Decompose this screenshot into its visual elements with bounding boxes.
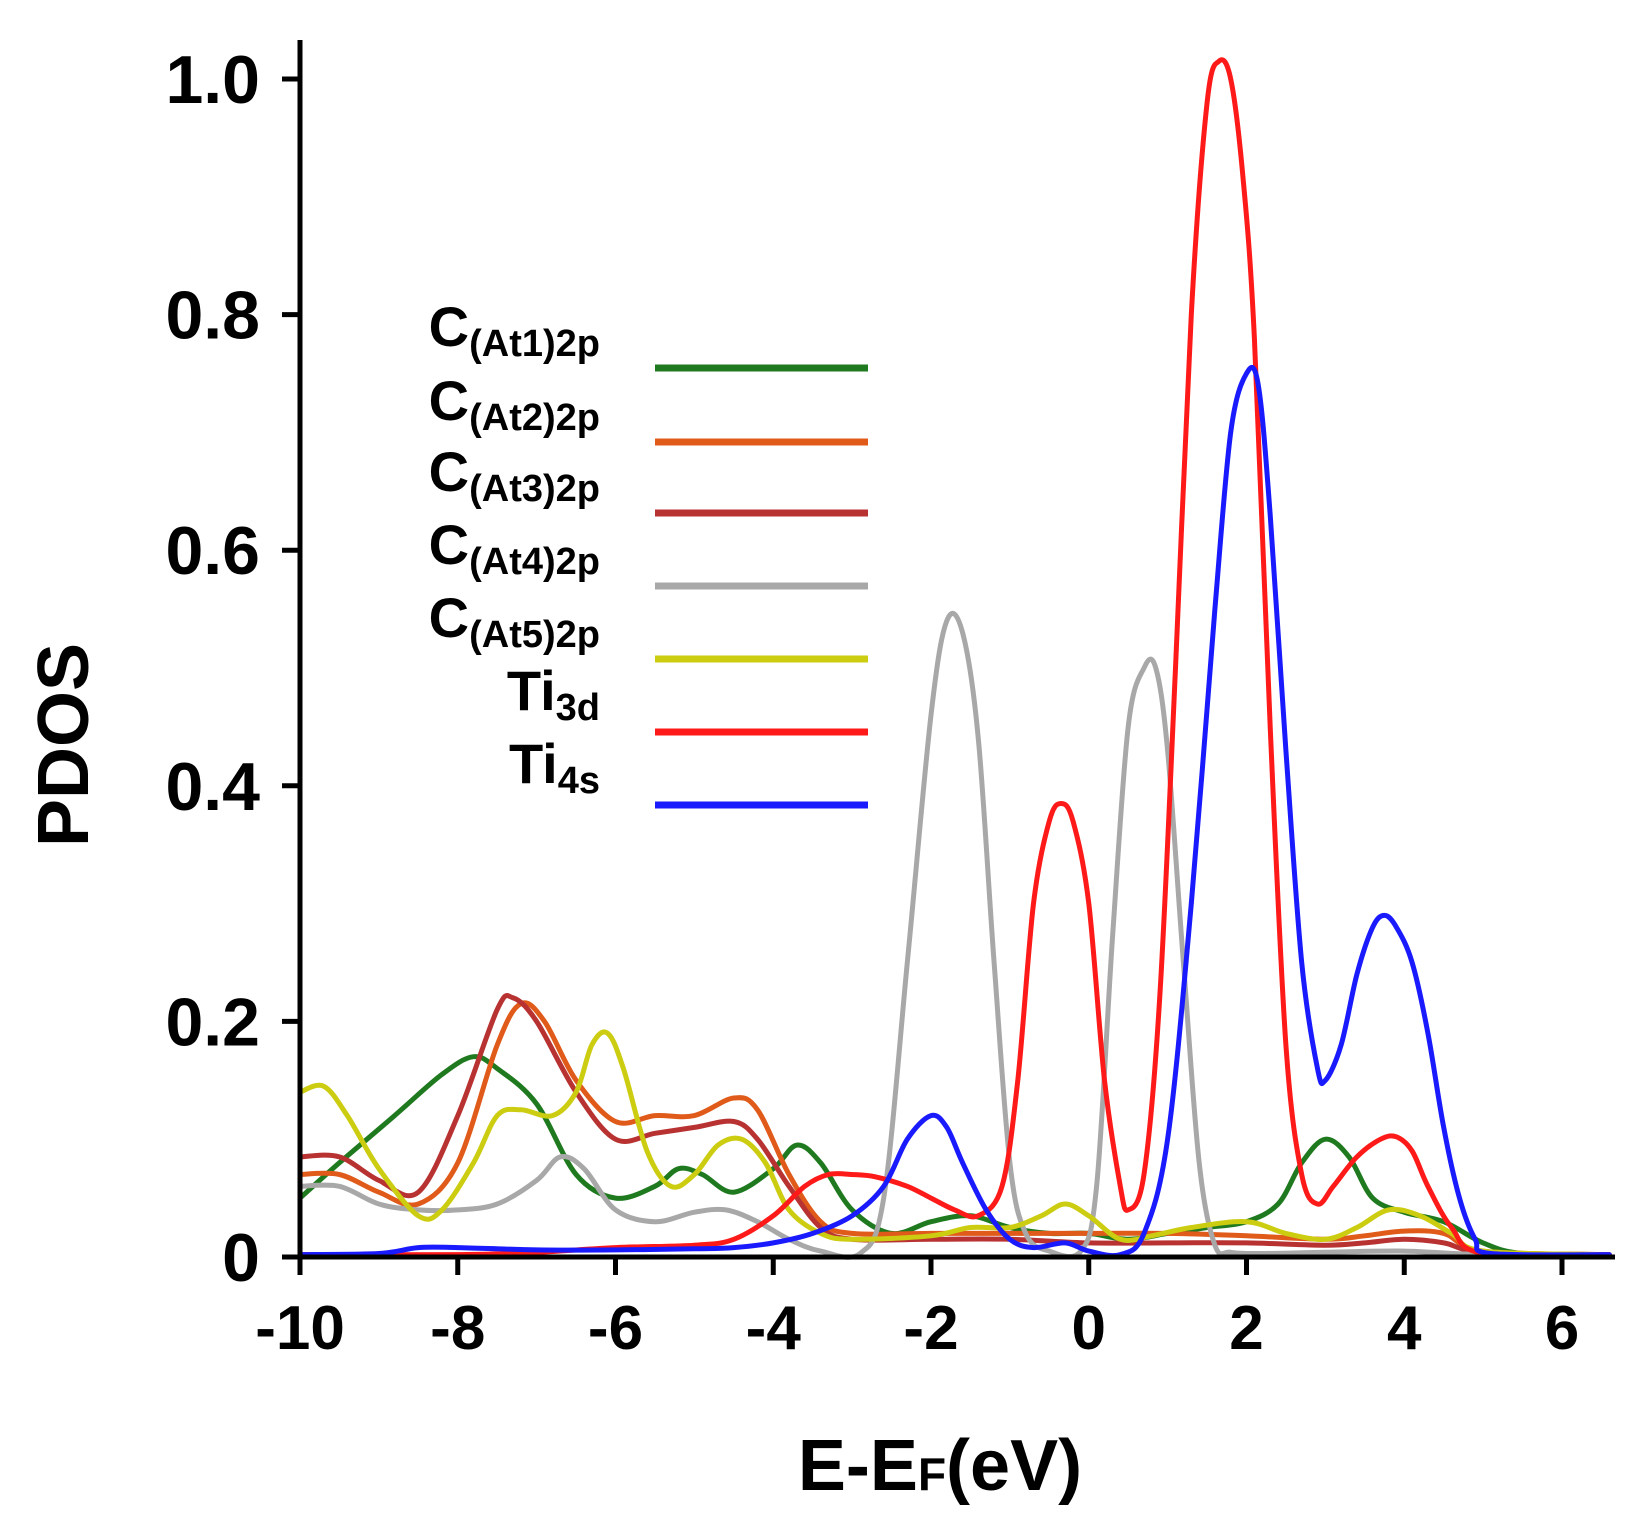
legend-label-subscript: 3d (556, 687, 600, 729)
legend: C(At1)2pC(At2)2pC(At3)2pC(At4)2pC(At5)2p… (429, 295, 868, 809)
x-tick-label: 2 (1229, 1294, 1263, 1363)
x-tick-label: 4 (1387, 1294, 1422, 1363)
legend-label: C(At3)2p (429, 440, 600, 510)
legend-label: C(At4)2p (429, 513, 600, 583)
x-axis-label: E-EF(eV) (798, 1426, 1082, 1506)
legend-entry: Ti3d (507, 659, 868, 736)
legend-entry: C(At4)2p (429, 513, 868, 590)
legend-label-main: C (429, 513, 469, 576)
legend-label-subscript: (At4)2p (469, 541, 600, 583)
legend-entry: C(At2)2p (429, 369, 868, 446)
series-line-c-at3-2p (297, 993, 1612, 1258)
legend-entry: C(At5)2p (429, 586, 868, 663)
legend-label-main: Ti (509, 732, 558, 795)
legend-entry: Ti4s (509, 732, 868, 809)
series-line-c-at4-2p (297, 610, 1612, 1260)
legend-label-subscript: (At2)2p (469, 397, 600, 439)
legend-label-main: C (429, 295, 469, 358)
series-line-c-at2-2p (297, 1000, 1612, 1258)
x-tick-label: -8 (430, 1294, 485, 1363)
y-tick-label: 0.2 (165, 984, 260, 1060)
x-axis-label-unit: (eV) (946, 1426, 1082, 1506)
legend-label: C(At5)2p (429, 586, 600, 656)
legend-entry: C(At1)2p (429, 295, 868, 372)
legend-label-subscript: 4s (558, 760, 600, 802)
legend-label: Ti3d (507, 659, 600, 729)
x-axis-label-main: E-E (798, 1426, 918, 1506)
legend-label-subscript: (At5)2p (469, 614, 600, 656)
legend-label: C(At2)2p (429, 369, 600, 439)
legend-label-main: C (429, 369, 469, 432)
series-line-c-at5-2p (297, 1029, 1612, 1258)
y-axis-label: PDOS (24, 643, 104, 847)
series-line-c-at1-2p (297, 1054, 1612, 1258)
y-tick-label: 0 (222, 1220, 260, 1296)
x-tick-label: 0 (1072, 1294, 1106, 1363)
legend-label-main: Ti (507, 659, 556, 722)
x-tick-label: 6 (1545, 1294, 1579, 1363)
x-tick-label: -4 (746, 1294, 802, 1363)
legend-label: C(At1)2p (429, 295, 600, 365)
legend-entry: C(At3)2p (429, 440, 868, 517)
series-layer (297, 57, 1612, 1260)
legend-label-subscript: (At1)2p (469, 323, 600, 365)
x-axis-label-subscript: F (918, 1448, 946, 1500)
legend-label-main: C (429, 440, 469, 503)
y-tick-label: 0.6 (165, 513, 260, 589)
legend-label-main: C (429, 586, 469, 649)
series-line-ti4s (297, 365, 1612, 1259)
ticks-layer: -10 -8 -6 -4 -2 0 2 4 6 0 0.2 0.4 0.6 0.8 1.0 (165, 42, 1579, 1363)
x-tick-label: -2 (903, 1294, 958, 1363)
y-tick-label: 0.8 (165, 278, 260, 354)
legend-label-subscript: (At3)2p (469, 468, 600, 510)
y-tick-label: 1.0 (165, 42, 260, 118)
axes-layer (297, 40, 1615, 1260)
y-tick-label: 0.4 (165, 749, 260, 825)
x-tick-label: -6 (588, 1294, 643, 1363)
legend-label: Ti4s (509, 732, 600, 802)
x-tick-label: -10 (255, 1294, 345, 1363)
series-line-ti3d (297, 57, 1612, 1259)
